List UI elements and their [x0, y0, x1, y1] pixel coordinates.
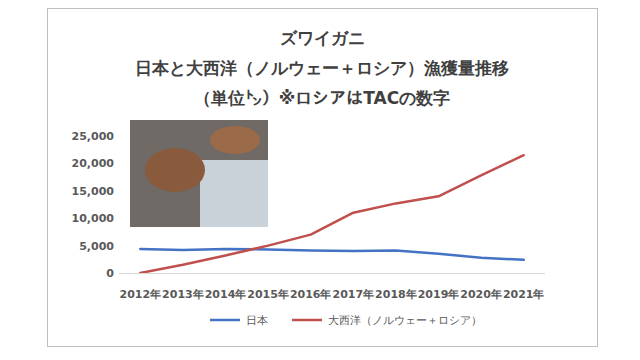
y-tick [116, 273, 119, 274]
legend-key [292, 319, 322, 322]
chart: ズワイガニ日本と大西洋（ノルウェー＋ロシア）漁獲量推移 （単位㌧）※ロシアはTAC… [0, 0, 640, 360]
photo-crab [145, 148, 205, 192]
series-line [140, 155, 523, 273]
x-tick-label: 2019年 [418, 288, 460, 301]
x-tick-label: 2014年 [205, 288, 247, 301]
legend-label: 大西洋（ノルウェー＋ロシア） [328, 314, 482, 327]
photo-crab [210, 126, 260, 154]
title: 日本と大西洋（ノルウェー＋ロシア）漁獲量推移 [135, 58, 509, 78]
y-tick-label: 15,000 [72, 185, 115, 198]
y-tick-label: 0 [106, 267, 114, 280]
y-tick [116, 190, 119, 191]
photo [130, 120, 268, 227]
title: ズワイガニ [280, 28, 365, 48]
y-tick [116, 218, 119, 219]
photo-ice [200, 160, 268, 227]
y-tick [116, 136, 119, 137]
title: （単位㌧）※ロシアはTACの数字 [194, 88, 450, 108]
chart-frame [48, 9, 598, 347]
x-tick-label: 2018年 [375, 288, 417, 301]
y-tick [116, 163, 119, 164]
x-axis [119, 273, 545, 274]
series-line [140, 249, 523, 260]
x-tick-label: 2017年 [332, 288, 374, 301]
x-tick-label: 2020年 [460, 288, 502, 301]
legend-label: 日本 [246, 314, 268, 327]
plot-area [140, 155, 523, 273]
x-tick-label: 2021年 [503, 288, 545, 301]
x-tick-label: 2015年 [247, 288, 289, 301]
photo-bg [130, 120, 268, 227]
x-tick-label: 2012年 [119, 288, 161, 301]
legend-key [210, 319, 240, 322]
x-tick-label: 2016年 [290, 288, 332, 301]
x-tick-label: 2013年 [162, 288, 204, 301]
y-tick-label: 5,000 [79, 240, 114, 253]
y-tick-label: 25,000 [72, 130, 115, 143]
y-tick-label: 10,000 [72, 212, 115, 225]
y-tick [116, 245, 119, 246]
y-tick-label: 20,000 [72, 157, 115, 170]
